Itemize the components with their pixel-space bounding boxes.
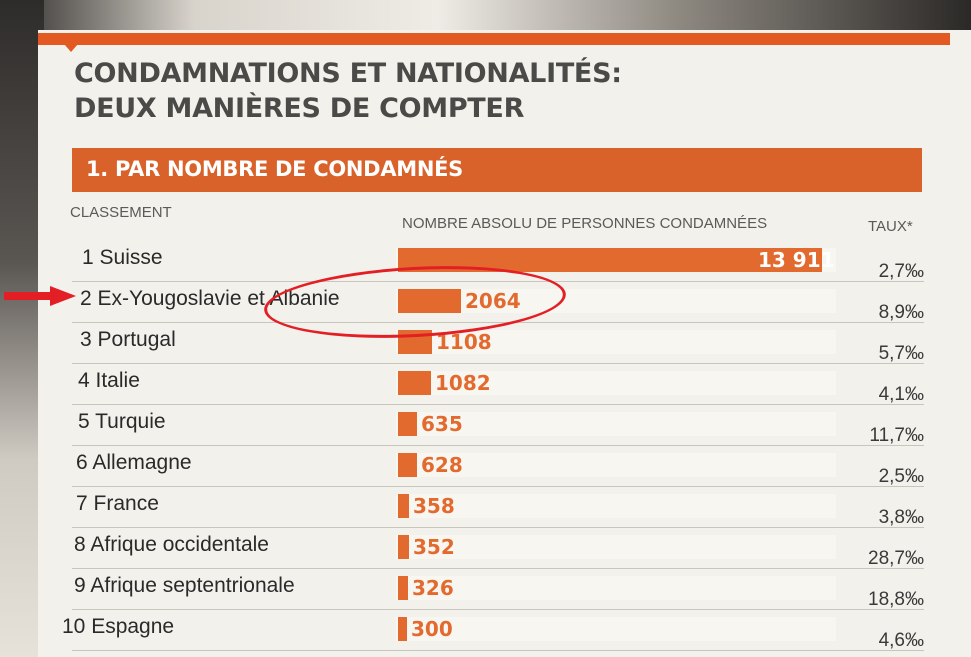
- bar-value-label: 1082: [435, 371, 491, 395]
- rate-label: 4,6‰: [878, 630, 924, 651]
- bar: [398, 576, 408, 600]
- bar: [398, 412, 417, 436]
- row-separator: [72, 650, 924, 651]
- category-label: 2 Ex-Yougoslavie et Albanie: [80, 287, 340, 310]
- category-label: 8 Afrique occidentale: [74, 533, 269, 556]
- bar-track: [396, 371, 836, 395]
- bar-track: [396, 535, 836, 559]
- category-label: 9 Afrique septentrionale: [74, 574, 295, 597]
- bar: [398, 494, 409, 518]
- bar: [398, 248, 822, 272]
- chart-title: CONDAMNATIONS ET NATIONALITÉS: DEUX MANI…: [74, 56, 774, 126]
- row-separator: [72, 486, 924, 487]
- top-accent-rule: [38, 33, 950, 45]
- bar-track: [396, 494, 836, 518]
- category-label: 3 Portugal: [80, 328, 176, 351]
- rate-label: 11,7‰: [869, 425, 924, 446]
- bar-value-label: 326: [412, 576, 454, 600]
- bar-value-label: 635: [421, 412, 463, 436]
- bar-value-label: 300: [411, 617, 453, 641]
- bar: [398, 617, 407, 641]
- bar-value-label: 1108: [436, 330, 492, 354]
- category-label: 1 Suisse: [82, 246, 163, 269]
- bar-value-label: 13 911: [758, 248, 835, 272]
- notch-marker: [64, 44, 78, 52]
- row-separator: [72, 363, 924, 364]
- section-title: 1. PAR NOMBRE DE CONDAMNÉS: [86, 157, 464, 181]
- bar: [398, 453, 417, 477]
- bar: [398, 371, 431, 395]
- category-label: 6 Allemagne: [76, 451, 192, 474]
- rate-label: 28,7‰: [868, 548, 924, 569]
- column-header-rank: CLASSEMENT: [70, 204, 172, 221]
- row-separator: [72, 568, 924, 569]
- category-label: 4 Italie: [78, 369, 140, 392]
- bar-track: [396, 617, 836, 641]
- bar-track: [396, 330, 836, 354]
- bar-value-label: 628: [421, 453, 463, 477]
- chart-title-line-1: CONDAMNATIONS ET NATIONALITÉS:: [74, 58, 622, 89]
- rate-label: 2,7‰: [878, 261, 924, 282]
- bar: [398, 289, 461, 313]
- category-label: 5 Turquie: [78, 410, 166, 433]
- category-label: 10 Espagne: [62, 615, 175, 638]
- background-photo-left: [0, 0, 44, 657]
- row-separator: [72, 527, 924, 528]
- row-separator: [72, 281, 924, 282]
- bar-value-label: 2064: [465, 289, 521, 313]
- row-separator: [72, 404, 924, 405]
- background-photo-top: [0, 0, 971, 30]
- bar-value-label: 358: [413, 494, 455, 518]
- rate-label: 5,7‰: [878, 343, 924, 364]
- bar-track: [396, 289, 836, 313]
- bar-track: [396, 453, 836, 477]
- highlight-arrow-icon: [4, 286, 76, 306]
- bar: [398, 535, 409, 559]
- bar: [398, 330, 432, 354]
- column-header-rate: TAUX*: [868, 218, 913, 235]
- rate-label: 8,9‰: [878, 302, 924, 323]
- chart-title-line-2: DEUX MANIÈRES DE COMPTER: [74, 93, 525, 124]
- bar-track: [396, 576, 836, 600]
- row-separator: [72, 445, 924, 446]
- rate-label: 18,8‰: [868, 589, 924, 610]
- category-label: 7 France: [76, 492, 159, 515]
- bar-value-label: 352: [413, 535, 455, 559]
- rate-label: 4,1‰: [878, 384, 924, 405]
- row-separator: [72, 609, 924, 610]
- rate-label: 2,5‰: [878, 466, 924, 487]
- section-band: [72, 148, 922, 192]
- row-separator: [72, 322, 924, 323]
- rate-label: 3,8‰: [878, 507, 924, 528]
- column-header-absolute: NOMBRE ABSOLU DE PERSONNES CONDAMNÉES: [402, 215, 768, 232]
- bar-track: [396, 412, 836, 436]
